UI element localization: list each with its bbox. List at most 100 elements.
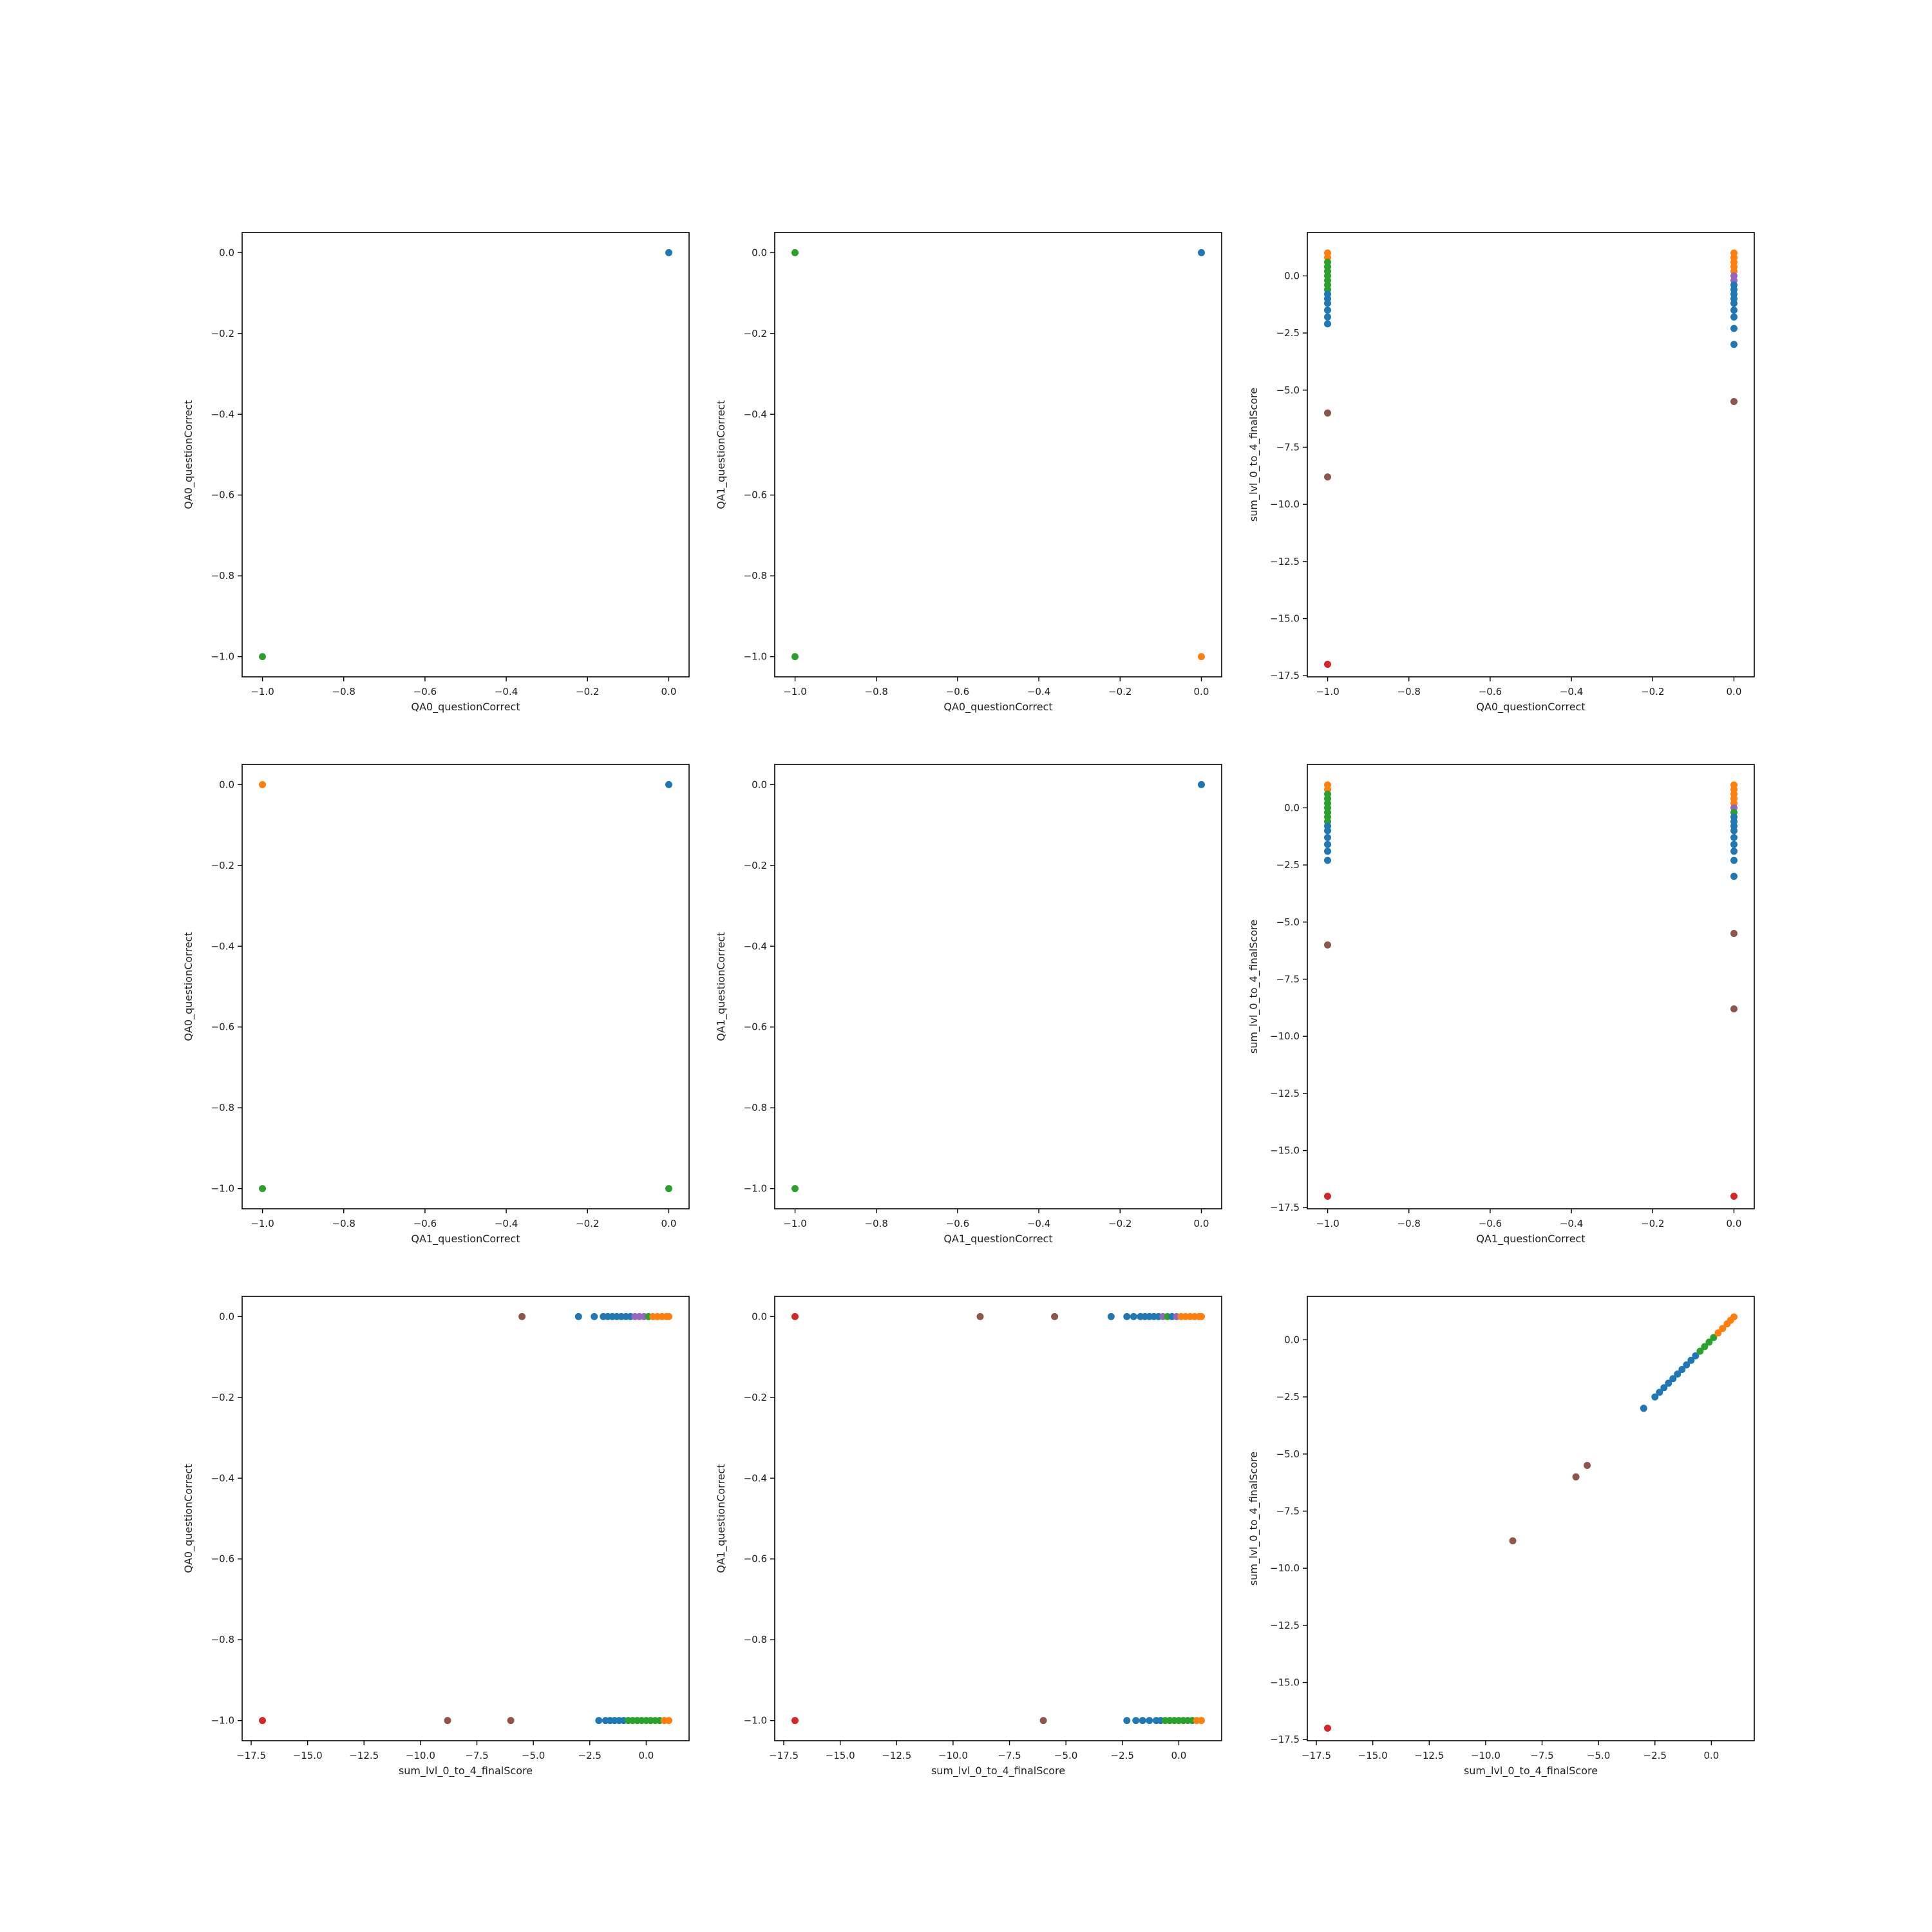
x-tick-label: −12.5 [1414,1750,1444,1761]
data-point [1324,307,1331,314]
y-tick-label: −5.0 [1276,384,1300,396]
x-tick-label: −0.2 [576,686,599,697]
subplot-2: −1.0 −0.8 −0.6 −0.4 −0.2 0.0 −1.0 −0.8 −0.6 −0.4 −… [715,232,1222,714]
y-tick-label: −1.0 [211,1715,234,1727]
data-point [1705,1338,1713,1346]
y-tick-label: −12.5 [1270,1620,1300,1631]
x-tick-label: −0.6 [1479,686,1502,697]
data-point [1730,1005,1738,1013]
x-tick-label: −0.6 [413,1218,437,1229]
y-tick-label: 0.0 [752,779,767,790]
data-point [507,1717,515,1725]
x-tick-label: 0.0 [1194,1218,1209,1229]
y-tick-label: −15.0 [1270,1145,1300,1157]
y-tick-label: −0.2 [744,860,767,871]
data-point [1730,827,1738,835]
axes-frame [1307,1296,1755,1741]
x-tick-label: −15.0 [293,1750,323,1761]
y-tick-label: −0.6 [211,1553,234,1565]
x-tick-label: −0.2 [1108,686,1132,697]
x-tick-label: −17.5 [236,1750,266,1761]
data-point [665,249,672,256]
data-point [259,1185,266,1193]
y-tick-label: −0.6 [744,1021,767,1033]
x-axis-label: sum_lvl_0_to_4_finalScore [1464,1765,1598,1777]
y-tick-label: −1.0 [744,1183,767,1195]
x-tick-label: −7.5 [998,1750,1021,1761]
y-axis-label: QA1_questionCorrect [715,1464,728,1573]
data-point [444,1717,451,1725]
scatter-points [1324,249,1738,668]
y-tick-label: −15.0 [1270,1677,1300,1689]
x-tick-label: −0.2 [576,1218,599,1229]
x-tick-label: −1.0 [1316,686,1339,697]
data-point [1324,848,1331,855]
y-tick-label: −0.8 [744,570,767,582]
data-point [1324,409,1331,417]
x-tick-label: −0.8 [332,1218,355,1229]
data-point [1687,1356,1695,1364]
y-tick-label: −7.5 [1276,973,1300,985]
scatter-points [791,781,1205,1193]
y-axis-label: sum_lvl_0_to_4_finalScore [1247,388,1260,522]
data-point [1198,653,1205,661]
data-point [259,781,266,788]
data-point [1730,313,1738,321]
data-point [1730,857,1738,864]
data-point [1696,1347,1704,1355]
x-tick-label: −0.8 [1397,686,1421,697]
axes-frame [1307,764,1755,1209]
x-axis-label: sum_lvl_0_to_4_finalScore [931,1765,1065,1777]
data-point [1730,341,1738,348]
x-tick-label: 0.0 [661,686,677,697]
data-point [1730,873,1738,880]
x-tick-label: −10.0 [938,1750,968,1761]
data-point [1324,827,1331,835]
x-tick-label: −1.0 [1316,1218,1339,1229]
x-tick-label: −0.2 [1108,1218,1132,1229]
y-tick-label: 0.0 [1284,1334,1300,1345]
y-tick-label: −5.0 [1276,916,1300,928]
data-point [1674,1370,1681,1378]
x-axis-label: QA1_questionCorrect [1476,1233,1585,1245]
y-tick-label: 0.0 [752,1311,767,1322]
y-tick-label: −2.5 [1276,1391,1300,1403]
x-tick-label: −12.5 [349,1750,379,1761]
y-tick-label: −17.5 [1270,1202,1300,1213]
scatter-points [1324,781,1738,1200]
y-tick-label: 0.0 [219,779,234,790]
x-tick-label: −7.5 [465,1750,488,1761]
y-tick-label: −0.8 [744,1102,767,1113]
data-point [1324,1193,1331,1200]
x-tick-label: 0.0 [1703,1750,1719,1761]
x-axis-label: QA1_questionCorrect [943,1233,1052,1245]
data-point [1324,661,1331,668]
y-tick-label: −10.0 [1270,498,1300,510]
x-tick-label: 0.0 [1727,686,1742,697]
scatter-points [259,1312,672,1725]
x-tick-label: −0.4 [495,1218,518,1229]
subplot-5: −1.0 −0.8 −0.6 −0.4 −0.2 0.0 −1.0 −0.8 −0.6 −0.4 −… [715,764,1222,1245]
data-point [1198,781,1205,788]
data-point [1324,473,1331,481]
y-tick-label: −1.0 [744,1715,767,1727]
y-axis-label: sum_lvl_0_to_4_finalScore [1247,1452,1260,1586]
y-axis-label: QA0_questionCorrect [182,932,195,1041]
x-tick-label: −15.0 [1358,1750,1388,1761]
x-tick-label: −5.0 [1587,1750,1610,1761]
x-tick-label: −0.8 [865,1218,888,1229]
data-point [1324,313,1331,321]
x-tick-label: −15.0 [826,1750,855,1761]
x-axis-label: QA0_questionCorrect [411,701,520,714]
x-tick-label: −0.6 [946,1218,969,1229]
x-tick-label: 0.0 [1194,686,1209,697]
data-point [791,653,799,661]
x-tick-label: −1.0 [783,686,806,697]
data-point [1139,1717,1146,1725]
y-tick-label: −10.0 [1270,1030,1300,1042]
x-tick-label: −0.4 [1027,1218,1050,1229]
data-point [1730,840,1738,848]
x-tick-label: −2.5 [578,1750,601,1761]
data-point [1123,1312,1131,1320]
